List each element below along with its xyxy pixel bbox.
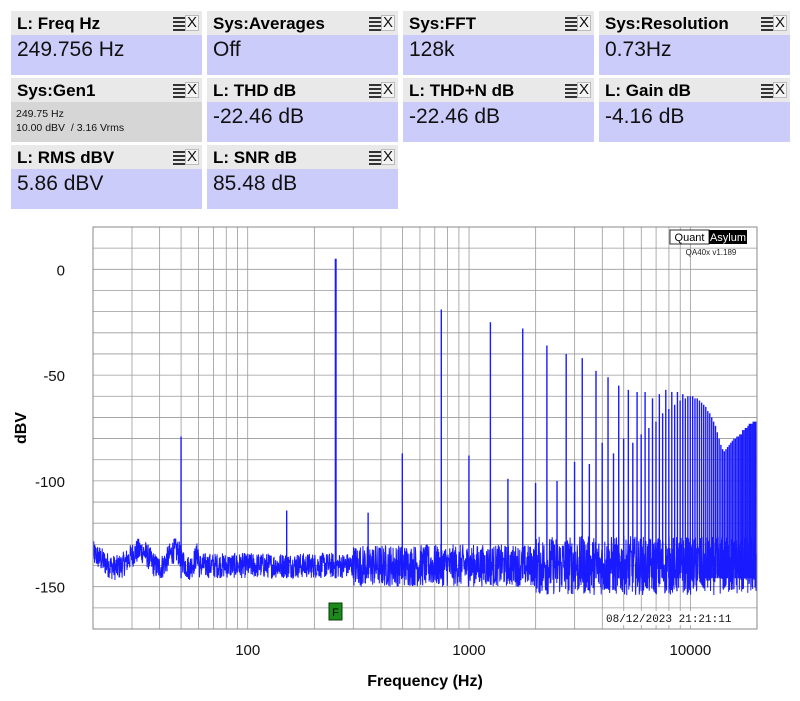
trace-group bbox=[92, 258, 758, 596]
menu-icon[interactable] bbox=[173, 82, 185, 98]
y-tick-label: 0 bbox=[57, 262, 65, 279]
marker-label: F bbox=[332, 607, 339, 619]
measurement-tile[interactable]: L: Freq Hz X 249.756 Hz bbox=[11, 11, 202, 75]
tile-header[interactable]: Sys:FFT X bbox=[403, 11, 594, 35]
tile-value: Off bbox=[207, 35, 398, 75]
tile-header[interactable]: L: Freq Hz X bbox=[11, 11, 202, 35]
tile-title: L: THD+N dB bbox=[409, 81, 515, 100]
menu-icon[interactable] bbox=[565, 15, 577, 31]
y-axis-title: dBV bbox=[13, 412, 30, 444]
tile-header[interactable]: L: SNR dB X bbox=[207, 145, 398, 169]
tile-title: L: Gain dB bbox=[605, 81, 691, 100]
x-tick-label: 100 bbox=[235, 642, 260, 659]
version-label: QA40x v1.189 bbox=[686, 248, 737, 257]
plot-frame bbox=[92, 226, 758, 630]
measurement-tile[interactable]: L: THD+N dB X -22.46 dB bbox=[403, 78, 594, 142]
measurement-tile[interactable]: Sys:Averages X Off bbox=[207, 11, 398, 75]
tile-header[interactable]: L: THD+N dB X bbox=[403, 78, 594, 102]
close-icon[interactable]: X bbox=[381, 148, 395, 165]
tile-header[interactable]: L: RMS dBV X bbox=[11, 145, 202, 169]
tile-header[interactable]: L: Gain dB X bbox=[599, 78, 790, 102]
measurement-tile[interactable]: L: Gain dB X -4.16 dB bbox=[599, 78, 790, 142]
close-icon[interactable]: X bbox=[773, 81, 787, 98]
fundamental-marker[interactable]: F bbox=[328, 602, 343, 621]
tile-title: L: SNR dB bbox=[213, 148, 298, 167]
tile-header[interactable]: Sys:Averages X bbox=[207, 11, 398, 35]
timestamp: 08/12/2023 21:21:11 bbox=[606, 614, 732, 626]
measurement-tile[interactable]: L: SNR dB X 85.48 dB bbox=[207, 145, 398, 209]
tick-labels: 0 -50 -100 -150 100 1000 10000 bbox=[35, 262, 711, 659]
tile-detail: 249.75 Hz 10.00 dBV / 3.16 Vrms bbox=[11, 102, 202, 142]
tile-title: Sys:FFT bbox=[409, 14, 477, 33]
measurement-tile[interactable]: L: THD dB X -22.46 dB bbox=[207, 78, 398, 142]
brand-logo: Quant Asylum QA40x v1.189 bbox=[669, 229, 747, 257]
tile-title: Sys:Averages bbox=[213, 14, 325, 33]
menu-icon[interactable] bbox=[369, 149, 381, 165]
tile-value: -22.46 dB bbox=[207, 102, 398, 142]
tile-header[interactable]: Sys:Gen1 X bbox=[11, 78, 202, 102]
measurement-tile[interactable]: L: RMS dBV X 5.86 dBV bbox=[11, 145, 202, 209]
menu-icon[interactable] bbox=[369, 15, 381, 31]
menu-icon[interactable] bbox=[173, 15, 185, 31]
y-tick-label: -50 bbox=[43, 368, 65, 385]
tile-value: 249.756 Hz bbox=[11, 35, 202, 75]
brand-left: Quant bbox=[675, 232, 705, 244]
tile-detail-line: 10.00 dBV / 3.16 Vrms bbox=[16, 122, 125, 134]
tile-header[interactable]: Sys:Resolution X bbox=[599, 11, 790, 35]
close-icon[interactable]: X bbox=[185, 148, 199, 165]
x-axis-title: Frequency (Hz) bbox=[367, 673, 483, 690]
measurement-tile[interactable]: Sys:Gen1 X 249.75 Hz 10.00 dBV / 3.16 Vrms bbox=[11, 78, 202, 142]
close-icon[interactable]: X bbox=[185, 81, 199, 98]
tile-title: Sys:Gen1 bbox=[17, 81, 96, 100]
close-icon[interactable]: X bbox=[773, 14, 787, 31]
x-tick-label: 1000 bbox=[452, 642, 485, 659]
close-icon[interactable]: X bbox=[381, 81, 395, 98]
close-icon[interactable]: X bbox=[185, 14, 199, 31]
tile-value: -4.16 dB bbox=[599, 102, 790, 142]
y-tick-label: -100 bbox=[35, 474, 65, 491]
close-icon[interactable]: X bbox=[381, 14, 395, 31]
tile-title: L: THD dB bbox=[213, 81, 297, 100]
tile-title: Sys:Resolution bbox=[605, 14, 729, 33]
grid bbox=[93, 227, 757, 629]
close-icon[interactable]: X bbox=[577, 14, 591, 31]
tile-value: 128k bbox=[403, 35, 594, 75]
x-tick-label: 10000 bbox=[670, 642, 712, 659]
measurement-tile[interactable]: Sys:FFT X 128k bbox=[403, 11, 594, 75]
tile-header[interactable]: L: THD dB X bbox=[207, 78, 398, 102]
menu-icon[interactable] bbox=[173, 149, 185, 165]
tile-detail-line: 249.75 Hz bbox=[16, 108, 64, 120]
tile-value: 5.86 dBV bbox=[11, 169, 202, 209]
tile-value: 85.48 dB bbox=[207, 169, 398, 209]
tile-value: -22.46 dB bbox=[403, 102, 594, 142]
tile-title: L: RMS dBV bbox=[17, 148, 115, 167]
close-icon[interactable]: X bbox=[577, 81, 591, 98]
brand-right: Asylum bbox=[710, 232, 746, 244]
measurement-tile[interactable]: Sys:Resolution X 0.73Hz bbox=[599, 11, 790, 75]
menu-icon[interactable] bbox=[369, 82, 381, 98]
menu-icon[interactable] bbox=[761, 82, 773, 98]
menu-icon[interactable] bbox=[565, 82, 577, 98]
tile-value: 0.73Hz bbox=[599, 35, 790, 75]
y-tick-label: -150 bbox=[35, 580, 65, 597]
noise-floor-trace bbox=[92, 535, 758, 596]
tile-title: L: Freq Hz bbox=[17, 14, 101, 33]
menu-icon[interactable] bbox=[761, 15, 773, 31]
